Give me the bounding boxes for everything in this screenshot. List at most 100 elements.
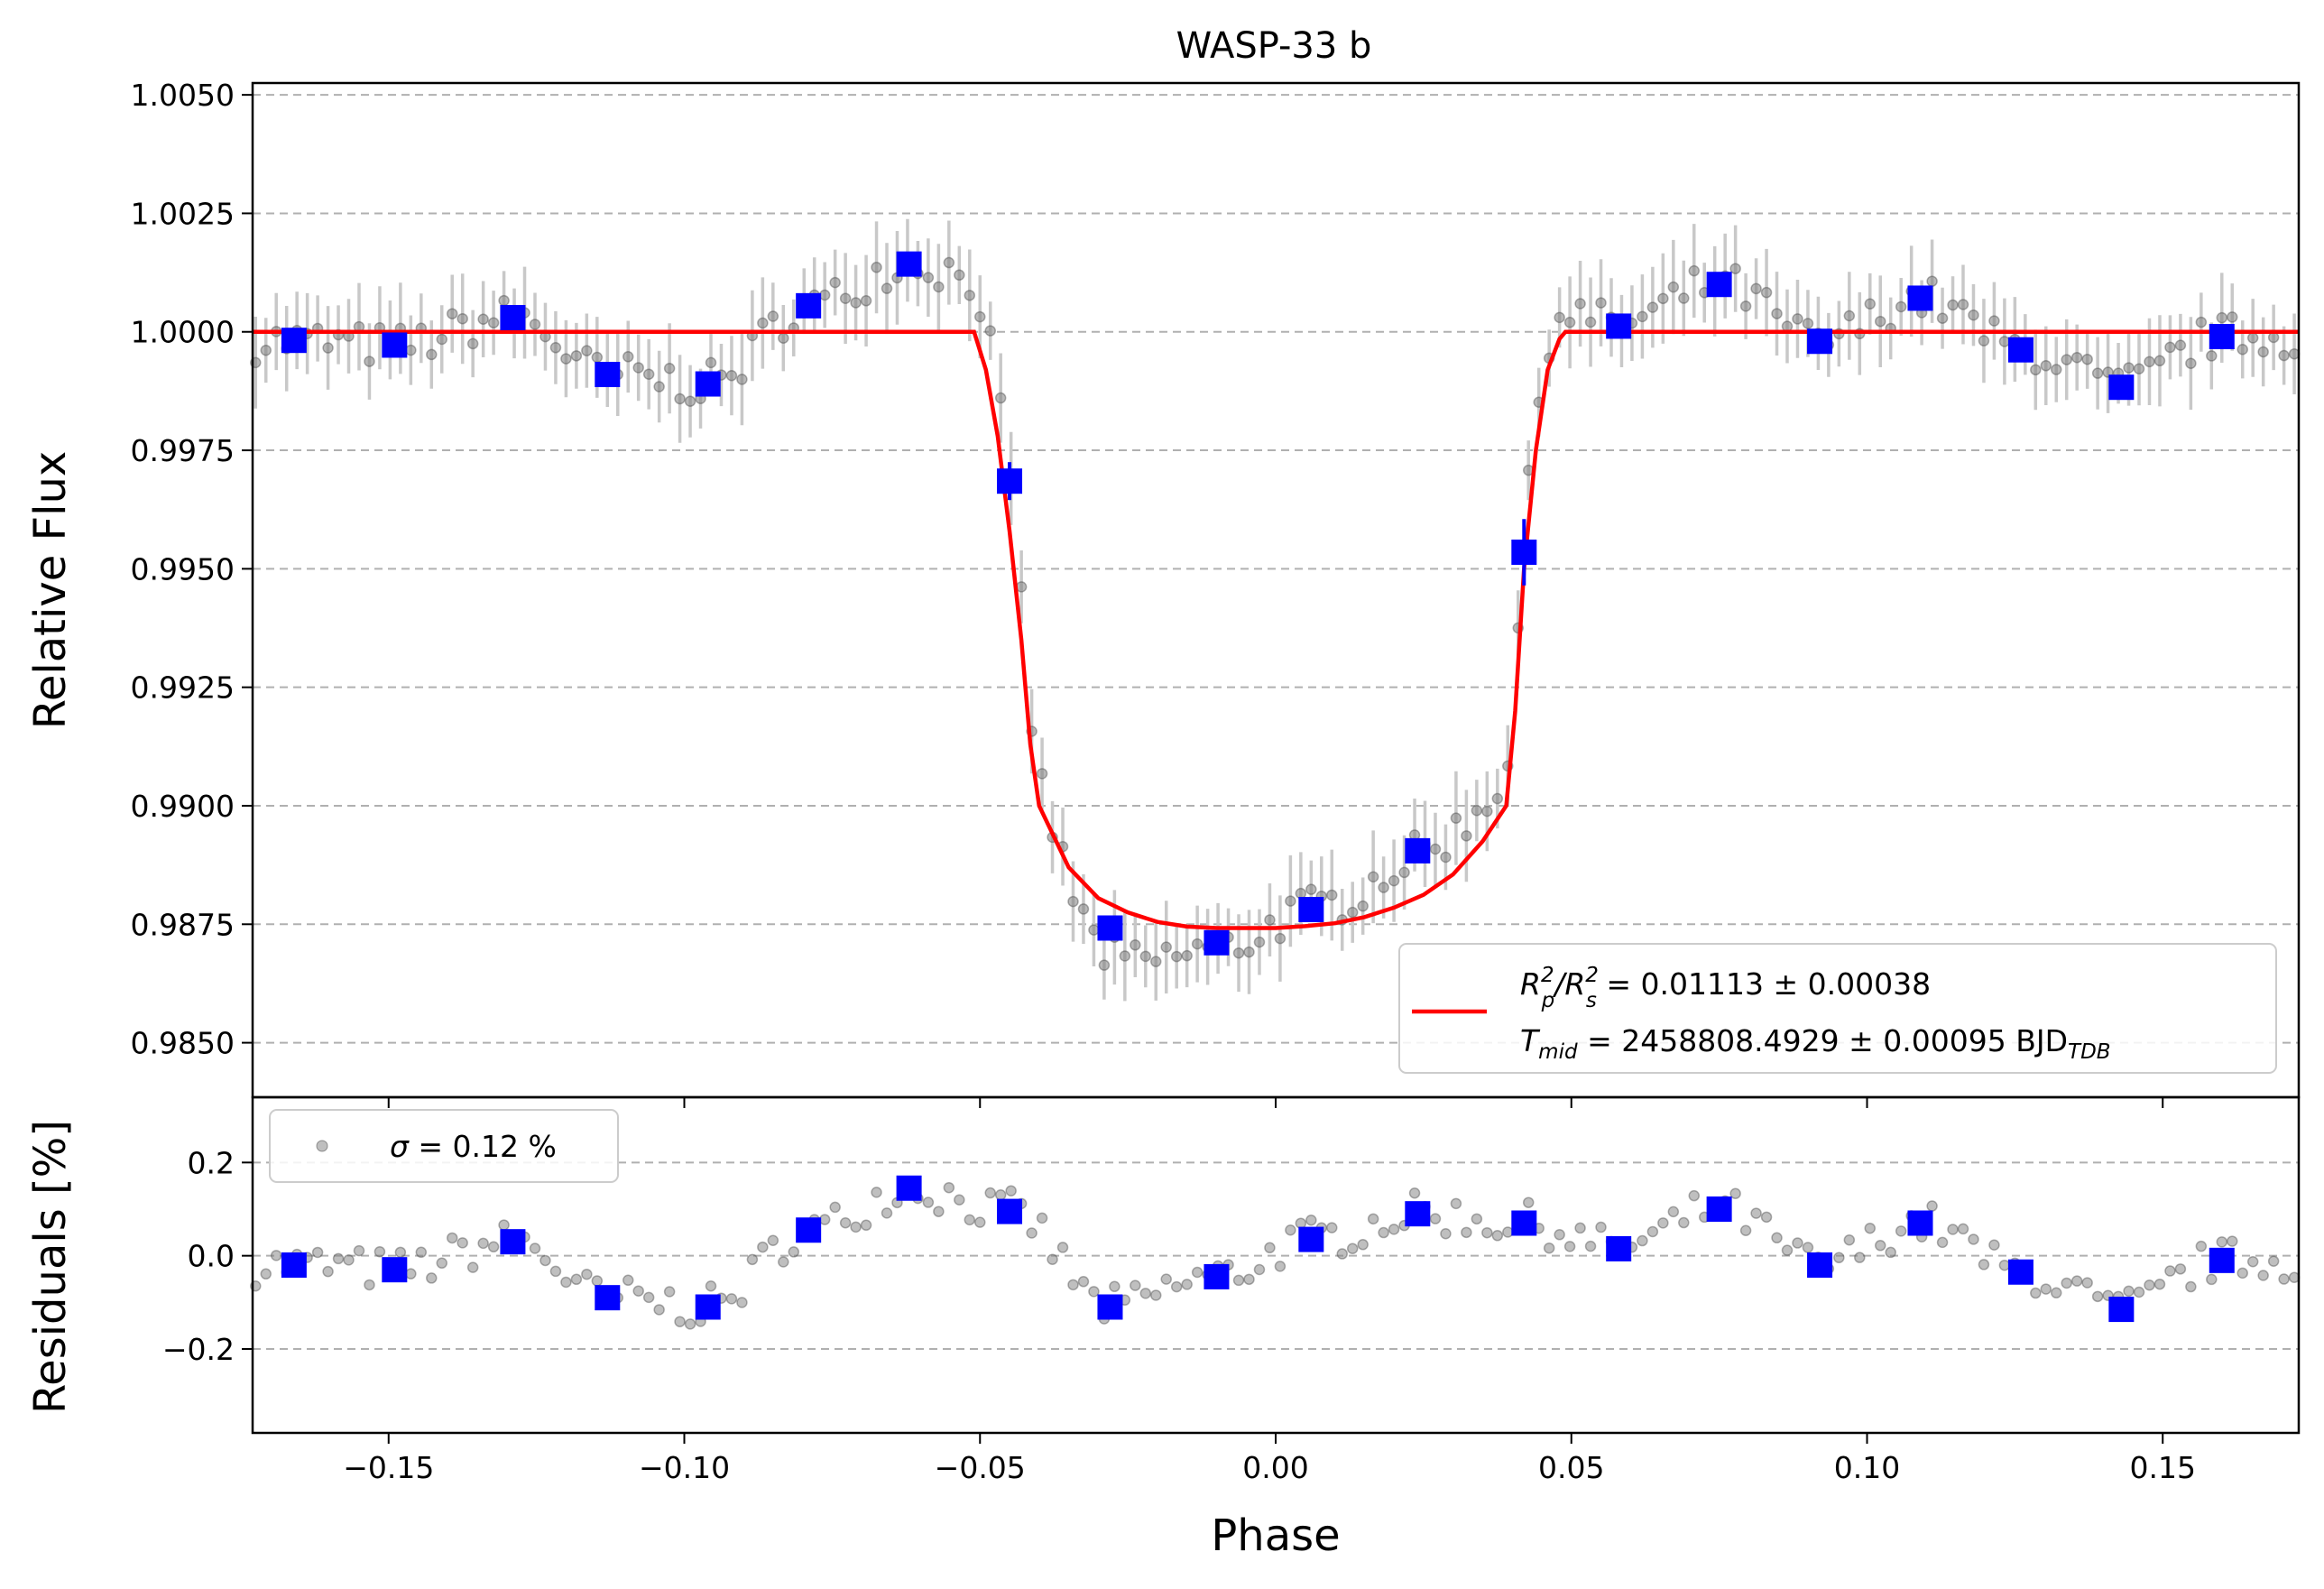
binned-residual-point — [1907, 1210, 1933, 1236]
raw-point — [1305, 883, 1317, 895]
legend-sigma-text: σ = 0.12 % — [390, 1129, 557, 1164]
residual-point — [1947, 1224, 1959, 1235]
raw-point — [1461, 830, 1472, 842]
raw-point — [446, 308, 458, 319]
raw-point — [1450, 812, 1462, 824]
residual-point — [1657, 1217, 1669, 1229]
raw-point — [2267, 331, 2280, 344]
x-tick-label: 0.15 — [2129, 1450, 2195, 1485]
raw-point — [1678, 292, 1690, 304]
residual-point — [2091, 1290, 2104, 1303]
raw-point — [477, 313, 489, 325]
residual-point — [2030, 1287, 2042, 1299]
raw-point — [871, 262, 882, 273]
raw-point — [1481, 805, 1493, 818]
raw-point — [663, 362, 676, 374]
top-binned-points — [281, 251, 2235, 956]
residual-point — [2246, 1255, 2259, 1268]
residual-point — [994, 1189, 1007, 1201]
binned-point — [500, 304, 526, 330]
binned-point — [2007, 337, 2034, 363]
raw-point — [1574, 298, 1586, 309]
residual-point — [1471, 1213, 1483, 1225]
residual-point — [1461, 1226, 1472, 1239]
residual-point — [353, 1244, 365, 1257]
raw-point — [922, 272, 935, 283]
binned-residual-point — [1511, 1210, 1537, 1236]
raw-point — [2153, 355, 2166, 367]
residual-point — [1895, 1225, 1907, 1237]
binned-point — [1807, 328, 1833, 355]
residual-point — [466, 1261, 479, 1273]
raw-point — [1792, 313, 1803, 325]
raw-point — [1274, 932, 1286, 945]
residual-point — [446, 1232, 458, 1244]
residual-point — [1739, 1224, 1752, 1236]
residual-point — [2153, 1278, 2166, 1290]
raw-point — [1957, 299, 1969, 310]
raw-point — [994, 392, 1007, 404]
residual-point — [767, 1234, 779, 1246]
raw-point — [2195, 316, 2208, 328]
raw-point — [2070, 351, 2083, 364]
residual-point — [1367, 1213, 1379, 1225]
residual-point — [1150, 1289, 1162, 1301]
raw-point — [1978, 335, 1990, 346]
residual-point — [1781, 1244, 1794, 1256]
raw-point — [1988, 315, 2000, 327]
binned-point — [1706, 272, 1732, 298]
residual-point — [1678, 1216, 1690, 1229]
residual-point — [642, 1291, 655, 1304]
residual-point — [1574, 1222, 1586, 1234]
top-y-axis-title: Relative Flux — [25, 451, 76, 730]
residual-point — [1326, 1222, 1338, 1233]
x-tick-label: −0.05 — [935, 1450, 1026, 1485]
residual-point — [332, 1252, 345, 1265]
binned-point — [896, 251, 922, 277]
residual-point — [2040, 1283, 2052, 1295]
raw-point — [529, 319, 541, 330]
residual-point — [2195, 1240, 2208, 1252]
raw-point — [549, 342, 562, 354]
raw-point — [1357, 900, 1369, 912]
binned-residual-point — [1097, 1294, 1123, 1320]
residual-point — [322, 1265, 334, 1278]
x-tick-label: −0.15 — [343, 1450, 434, 1485]
x-tick-label: 0.00 — [1242, 1450, 1308, 1485]
residual-point — [1502, 1226, 1514, 1238]
raw-point — [1150, 956, 1162, 967]
residual-point — [374, 1245, 386, 1258]
raw-point — [622, 351, 634, 363]
bottom-y-tick-label: −0.2 — [162, 1332, 235, 1367]
residual-point — [1637, 1234, 1648, 1247]
raw-point — [705, 356, 717, 369]
raw-point — [1243, 946, 1255, 958]
residual-point — [1760, 1211, 1773, 1224]
residual-point — [871, 1187, 882, 1198]
residual-point — [343, 1254, 355, 1266]
raw-point — [1646, 301, 1659, 313]
residual-point — [549, 1265, 562, 1278]
raw-point — [725, 369, 738, 382]
binned-residual-point — [2209, 1247, 2235, 1273]
residual-point — [757, 1241, 769, 1253]
residual-point — [1295, 1217, 1307, 1229]
binned-residual-point — [997, 1198, 1023, 1224]
top-y-tick-label: 0.9950 — [131, 551, 235, 587]
raw-point — [2278, 349, 2290, 362]
x-axis-title: Phase — [1211, 1510, 1340, 1561]
residual-point — [560, 1276, 572, 1289]
residual-point — [1554, 1229, 1565, 1241]
raw-point — [1378, 882, 1389, 893]
residual-point — [674, 1316, 686, 1327]
residual-point — [2050, 1287, 2062, 1299]
raw-point — [1637, 310, 1648, 323]
residual-point — [1026, 1227, 1038, 1239]
residual-point — [1491, 1230, 1504, 1242]
residual-point — [2144, 1280, 2155, 1291]
raw-point — [1729, 263, 1741, 274]
raw-point — [1864, 298, 1877, 310]
residual-point — [1357, 1239, 1369, 1251]
residual-point — [2123, 1285, 2135, 1298]
